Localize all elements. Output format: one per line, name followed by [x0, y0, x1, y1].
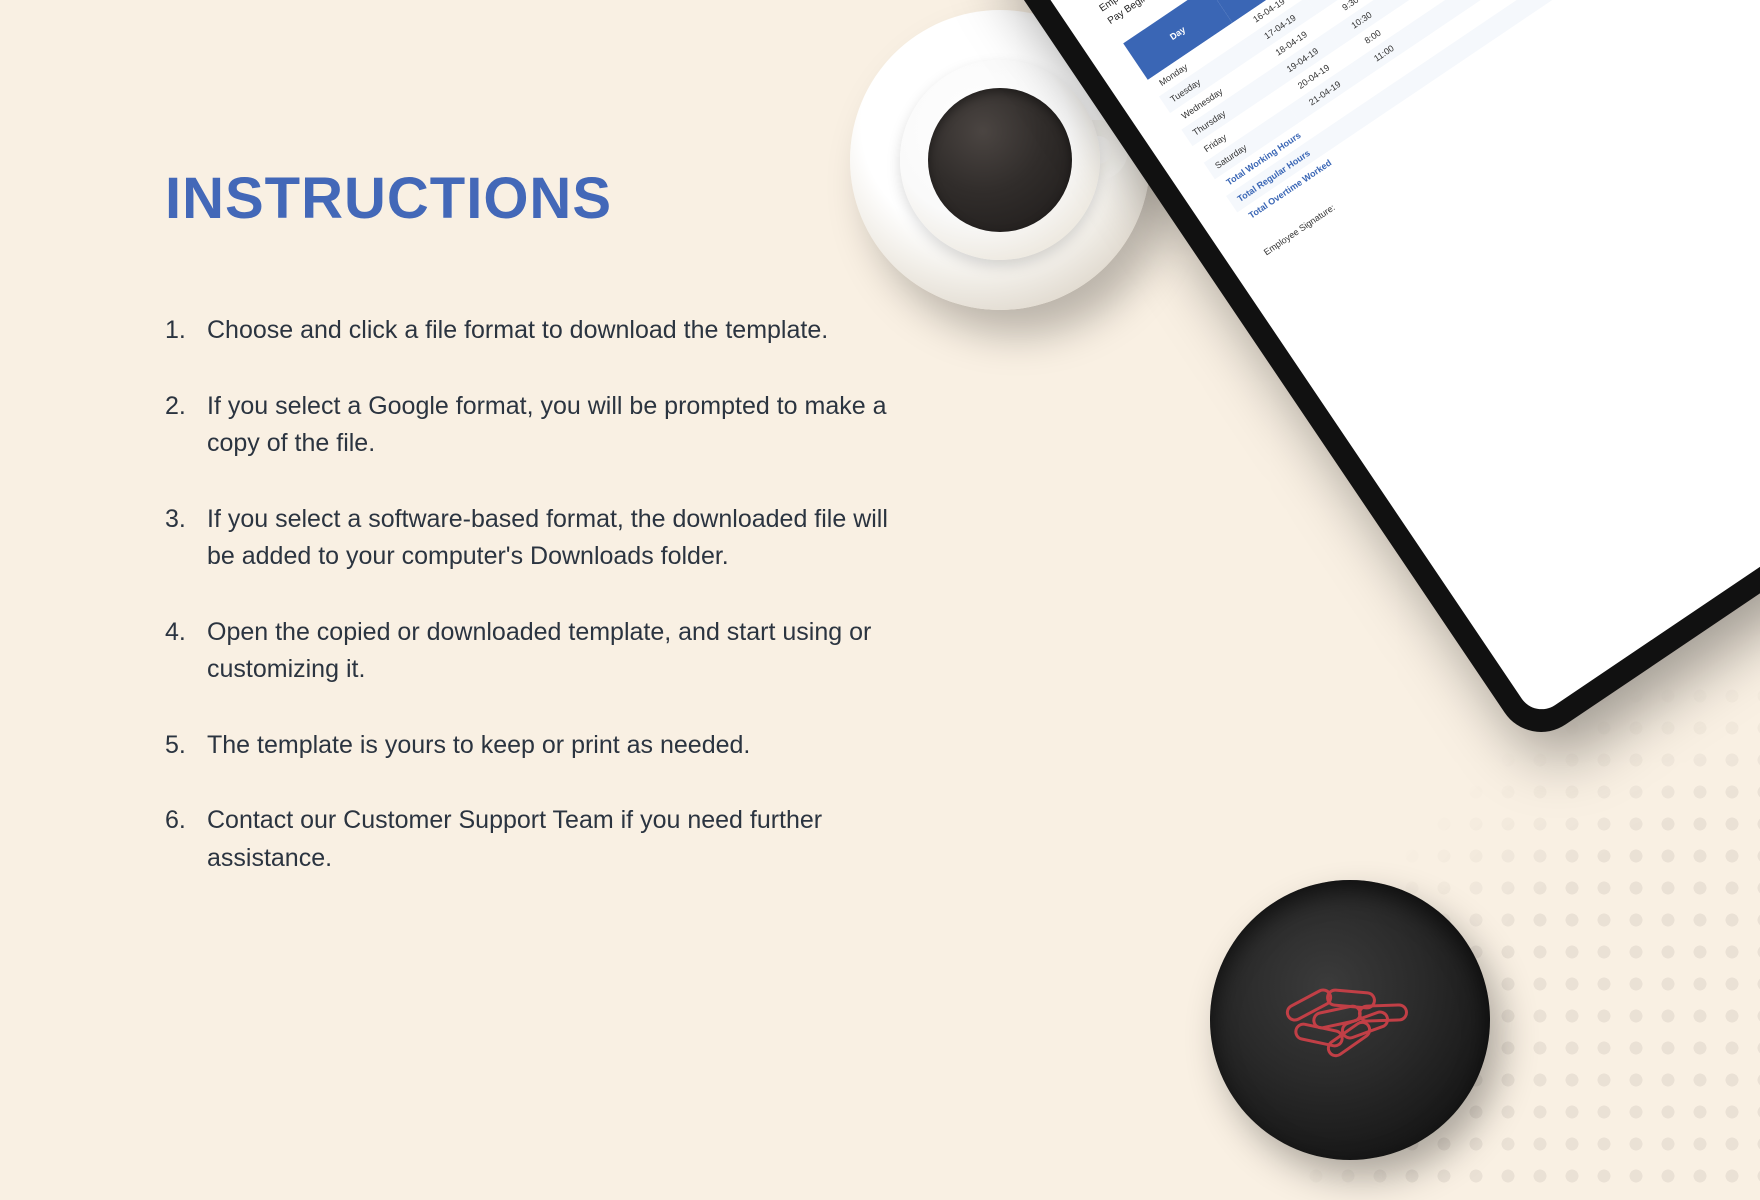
paper-clips [1290, 970, 1420, 1070]
list-item: The template is yours to keep or print a… [165, 727, 915, 765]
instructions-panel: INSTRUCTIONS Choose and click a file for… [165, 165, 915, 915]
list-item: Choose and click a file format to downlo… [165, 312, 915, 350]
coffee-liquid [928, 88, 1072, 232]
list-item: If you select a software-based format, t… [165, 501, 915, 576]
list-item: If you select a Google format, you will … [165, 388, 915, 463]
list-item: Open the copied or downloaded template, … [165, 614, 915, 689]
list-item: Contact our Customer Support Team if you… [165, 802, 915, 877]
clip-icon [1358, 1003, 1409, 1023]
tablet-screen: Employee Timesheet Employee Name:Mathew … [1001, 0, 1760, 718]
instructions-list: Choose and click a file format to downlo… [165, 312, 915, 877]
timesheet-table: Day Date Week 1 Time In Lunch Start Lunc… [1123, 0, 1760, 229]
instructions-heading: INSTRUCTIONS [165, 165, 915, 232]
clip-dish [1210, 880, 1490, 1160]
